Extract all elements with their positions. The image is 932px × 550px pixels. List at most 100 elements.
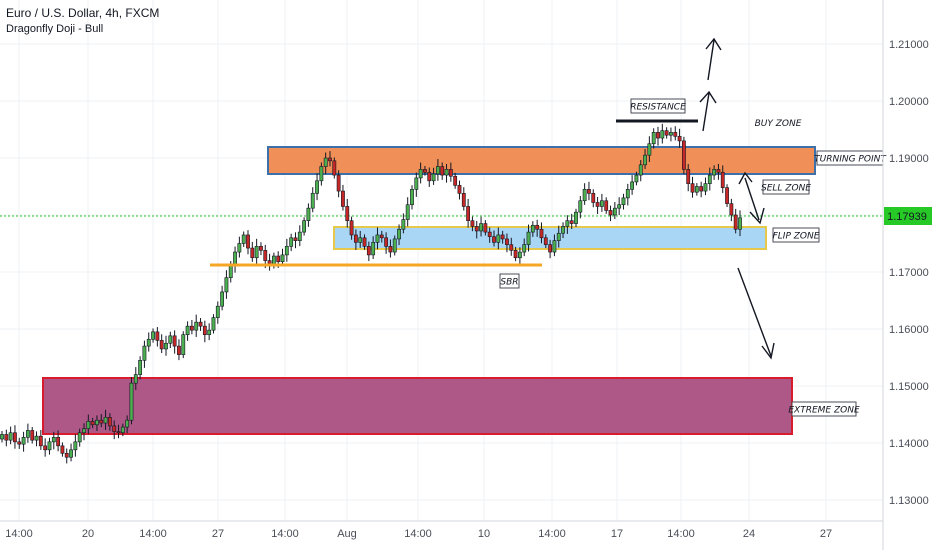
candle-bull: [228, 264, 233, 279]
candle-bear: [250, 247, 255, 259]
extreme-zone-label: EXTREME ZONE: [788, 406, 860, 416]
time-tick-label: 27: [820, 528, 832, 540]
candle-bull: [215, 305, 220, 318]
current-price-label: 1.17939: [887, 211, 927, 223]
arrow-down-sell: [744, 177, 760, 221]
flip-zone-label: FLIP ZONE: [773, 232, 820, 242]
candle-bull: [146, 338, 151, 347]
candle-bear: [729, 203, 734, 216]
candle-bear: [116, 431, 121, 434]
candle-bear: [604, 200, 609, 211]
candle-bull: [634, 174, 639, 183]
time-tick-label: Aug: [337, 528, 357, 540]
candle-bull: [694, 186, 699, 193]
candle-bear: [699, 186, 704, 192]
candle-bull: [643, 154, 647, 166]
candle-bull: [125, 419, 130, 428]
candlestick-series: [0, 123, 742, 464]
candle-bull: [280, 254, 285, 263]
candle-bull: [47, 441, 52, 451]
price-tick-label: 1.13000: [889, 495, 929, 507]
candle-bull: [142, 345, 147, 361]
candle-bull: [306, 207, 311, 222]
candle-bull: [151, 331, 155, 340]
time-tick-label: 14:00: [139, 528, 167, 540]
candle-bear: [349, 220, 354, 236]
candle-bear: [569, 220, 574, 224]
candle-bull: [371, 242, 376, 256]
candle-bear: [332, 160, 337, 176]
candle-bull: [129, 382, 134, 421]
candle-bull: [392, 238, 397, 253]
arrow-up-small: [702, 92, 710, 132]
extreme-zone-box[interactable]: [42, 377, 793, 435]
candle-bear: [155, 331, 160, 341]
candle-bull: [297, 231, 302, 241]
candle-bear: [681, 140, 686, 170]
flip-zone-label-box: [772, 227, 820, 243]
candle-bull: [241, 234, 246, 244]
candle-bull: [237, 243, 242, 253]
candle-bull: [612, 207, 617, 216]
candle-bull: [431, 173, 436, 182]
candle-bull: [138, 360, 143, 375]
candle-bull: [630, 181, 635, 190]
candle-bear: [38, 435, 43, 447]
price-scale[interactable]: 1.130001.140001.150001.160001.170001.180…: [882, 0, 932, 550]
candle-bull: [414, 177, 419, 190]
candle-bull: [578, 200, 583, 213]
candle-bear: [388, 246, 393, 253]
candle-bull: [707, 174, 712, 184]
candle-bear: [673, 132, 678, 137]
candle-bear: [470, 220, 475, 227]
turning-point-zone-box[interactable]: [267, 146, 816, 175]
candle-bull: [625, 189, 630, 199]
candle-bull: [561, 226, 565, 234]
candle-bull: [77, 432, 82, 443]
candle-bear: [198, 321, 203, 327]
resistance-label-box: [630, 98, 686, 114]
candle-bull: [444, 169, 449, 176]
candle-bull: [418, 169, 423, 179]
candle-bear: [595, 202, 600, 207]
candle-bull: [289, 237, 294, 247]
arrow-up-large: [707, 39, 715, 81]
candle-bull: [181, 334, 186, 355]
candle-bear: [500, 234, 505, 240]
candle-bull: [496, 234, 501, 243]
candle-bear: [345, 206, 350, 221]
candle-bear: [509, 244, 514, 251]
candle-bull: [95, 419, 99, 426]
candle-bear: [720, 171, 725, 188]
candle-bull: [34, 435, 39, 441]
candle-bull: [651, 132, 656, 145]
candle-bull: [25, 430, 30, 438]
candle-bull: [660, 130, 665, 139]
candle-bull: [517, 251, 522, 259]
candle-bear: [539, 228, 544, 239]
candle-bear: [276, 255, 281, 263]
sell-zone-label-box: [762, 179, 810, 195]
candle-bull: [599, 200, 604, 207]
candle-bear: [591, 193, 596, 203]
candle-bear: [690, 183, 695, 193]
candle-bull: [133, 374, 138, 384]
candle-bull: [358, 237, 363, 243]
candle-bear: [13, 432, 17, 443]
candle-bear: [543, 237, 548, 245]
candle-bull: [284, 246, 289, 256]
candle-bull: [69, 449, 73, 458]
candle-bull: [526, 231, 531, 245]
candle-bull: [164, 342, 168, 350]
candle-bull: [435, 166, 440, 175]
candle-bear: [461, 193, 466, 207]
candle-bear: [487, 231, 492, 237]
time-axis[interactable]: 14:00 20 14:00 27 14:00 Aug 14:00 10 14:00 17 14:0…: [0, 520, 883, 540]
candle-bear: [362, 237, 367, 247]
candle-bull: [375, 234, 380, 243]
candle-bull: [194, 321, 199, 331]
candle-bull: [574, 211, 578, 224]
time-tick-label: 14:00: [667, 528, 695, 540]
candle-bear: [492, 236, 496, 243]
